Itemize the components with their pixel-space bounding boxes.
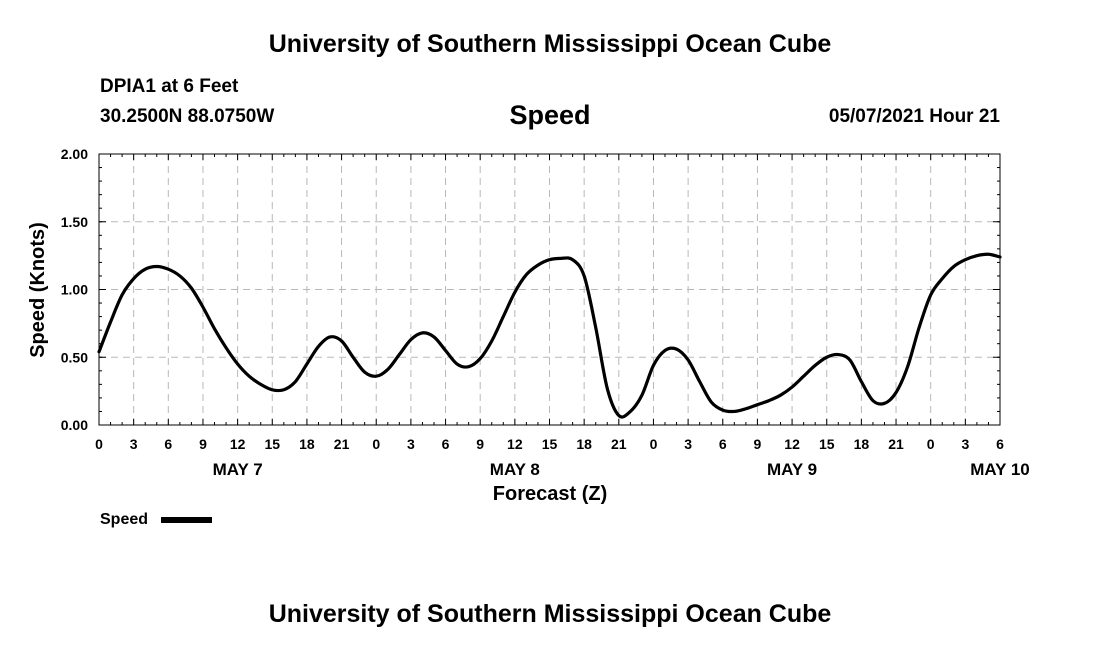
y-tick-label: 1.50 <box>61 214 88 230</box>
y-tick-label: 2.00 <box>61 146 88 162</box>
x-tick-label: 0 <box>927 436 935 452</box>
x-tick-label: 6 <box>442 436 450 452</box>
date-label: MAY 7 <box>213 460 263 479</box>
x-tick-label: 6 <box>996 436 1004 452</box>
station-coordinates: 30.2500N 88.0750W <box>100 106 275 127</box>
x-tick-label: 12 <box>230 436 246 452</box>
x-tick-label: 9 <box>199 436 207 452</box>
x-tick-label: 6 <box>719 436 727 452</box>
x-tick-label: 3 <box>684 436 692 452</box>
x-tick-label: 9 <box>476 436 484 452</box>
y-tick-label: 0.00 <box>61 417 88 433</box>
series-line-speed <box>97 252 1002 419</box>
chart-grid <box>99 154 1000 425</box>
x-tick-label: 18 <box>854 436 870 452</box>
x-tick-label: 3 <box>407 436 415 452</box>
y-tick-label: 1.00 <box>61 282 88 298</box>
x-tick-label: 9 <box>754 436 762 452</box>
legend-swatch <box>161 517 212 523</box>
date-label: MAY 9 <box>767 460 817 479</box>
x-tick-label: 3 <box>130 436 138 452</box>
date-label: MAY 10 <box>970 460 1030 479</box>
x-tick-label: 3 <box>961 436 969 452</box>
x-tick-label: 15 <box>819 436 835 452</box>
issued-datetime: 05/07/2021 Hour 21 <box>828 106 1000 127</box>
legend-label: Speed <box>100 511 148 528</box>
x-tick-label: 15 <box>264 436 280 452</box>
chart-title: Speed <box>509 100 591 130</box>
plot-frame <box>98 153 1001 426</box>
chart-labels: 0 3 6 9 12 15 18 21 0 3 6 9 12 15 18 21 0 3 6 9 12 15 18 21 0 3 6 0… <box>61 146 1030 479</box>
x-tick-label: 18 <box>576 436 592 452</box>
x-tick-label: 0 <box>650 436 658 452</box>
station-label: DPIA1 at 6 Feet <box>100 76 239 97</box>
y-tick-label: 0.50 <box>61 349 88 365</box>
x-tick-label: 21 <box>611 436 627 452</box>
x-tick-label: 12 <box>784 436 800 452</box>
x-axis-label: Forecast (Z) <box>493 483 607 505</box>
x-tick-label: 0 <box>95 436 103 452</box>
footer-title: University of Southern Mississippi Ocean… <box>268 600 832 628</box>
x-tick-label: 15 <box>542 436 558 452</box>
x-tick-label: 21 <box>334 436 350 452</box>
x-tick-label: 21 <box>888 436 904 452</box>
x-tick-label: 18 <box>299 436 315 452</box>
page-title: University of Southern Mississippi Ocean… <box>268 30 832 58</box>
x-tick-label: 6 <box>164 436 172 452</box>
date-label: MAY 8 <box>490 460 540 479</box>
y-axis-label: Speed (Knots) <box>27 222 49 358</box>
x-tick-label: 0 <box>372 436 380 452</box>
x-tick-label: 12 <box>507 436 523 452</box>
